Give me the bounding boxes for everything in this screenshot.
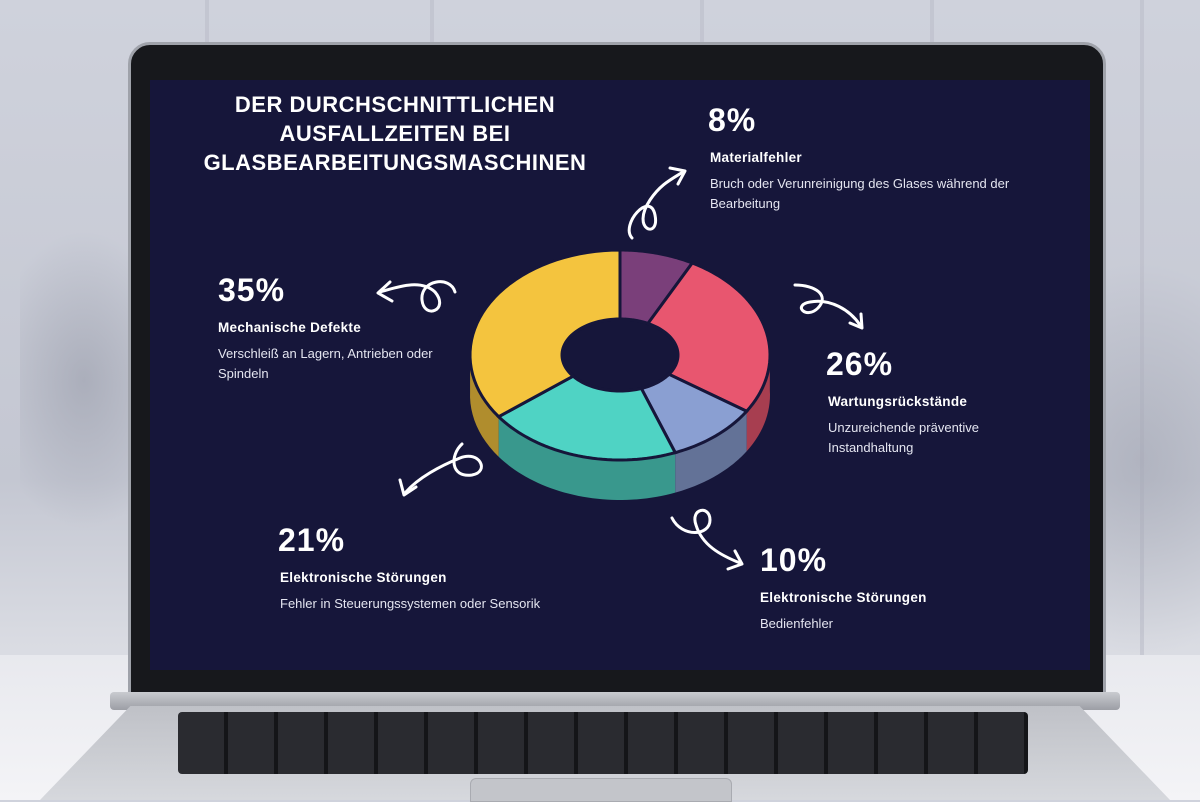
wall-panel-line — [1140, 0, 1144, 660]
slice-side-wall — [675, 411, 747, 493]
slice-category: Mechanische Defekte — [218, 320, 362, 335]
chart-title-line: DER DURCHSCHNITTLICHEN — [234, 92, 556, 117]
slice-side-wall — [470, 351, 499, 457]
slice-percentage: 8% — [708, 102, 757, 138]
slice-percentage: 35% — [218, 272, 286, 308]
slice-category: Elektronische Störungen — [760, 590, 927, 605]
chart-title: DER DURCHSCHNITTLICHEN AUSFALLZEITEN BEI… — [195, 90, 595, 177]
slice-percentage: 26% — [826, 346, 894, 382]
slice-category: Wartungsrückstände — [828, 394, 968, 409]
slice-description: Bruch oder Verunreinigung des Glases wäh… — [710, 176, 1010, 211]
curly-arrow-icon — [670, 509, 744, 571]
slice-category: Materialfehler — [710, 150, 802, 165]
donut-chart — [468, 248, 772, 500]
laptop-hinge — [110, 692, 1120, 710]
chart-title-line: AUSFALLZEITEN BEI — [279, 121, 511, 146]
laptop-screen: DER DURCHSCHNITTLICHEN AUSFALLZEITEN BEI… — [150, 80, 1090, 670]
donut-hole — [564, 321, 676, 389]
slice-description: Fehler in Steuerungssystemen oder Sensor… — [280, 596, 541, 611]
chart-title-line: GLASBEARBEITUNGSMASCHINEN — [203, 150, 587, 175]
slice-description: Unzureichende präventive Instandhaltung — [828, 420, 980, 455]
laptop-keyboard — [178, 712, 1028, 774]
slice-percentage: 10% — [760, 542, 828, 578]
curly-arrow-icon — [627, 166, 687, 240]
slice-side-wall — [746, 350, 770, 452]
donut-slice — [468, 248, 622, 419]
slice-percentage: 21% — [278, 522, 346, 558]
slice-description: Bedienfehler — [760, 616, 833, 631]
arrows-layer — [376, 166, 864, 571]
curly-arrow-icon — [793, 283, 864, 330]
curly-arrow-icon — [376, 280, 457, 313]
slice-description: Verschleiß an Lagern, Antrieben oder Spi… — [218, 346, 433, 381]
slice-category: Elektronische Störungen — [280, 570, 447, 585]
curly-arrow-icon — [398, 442, 483, 497]
laptop-trackpad — [470, 778, 732, 802]
